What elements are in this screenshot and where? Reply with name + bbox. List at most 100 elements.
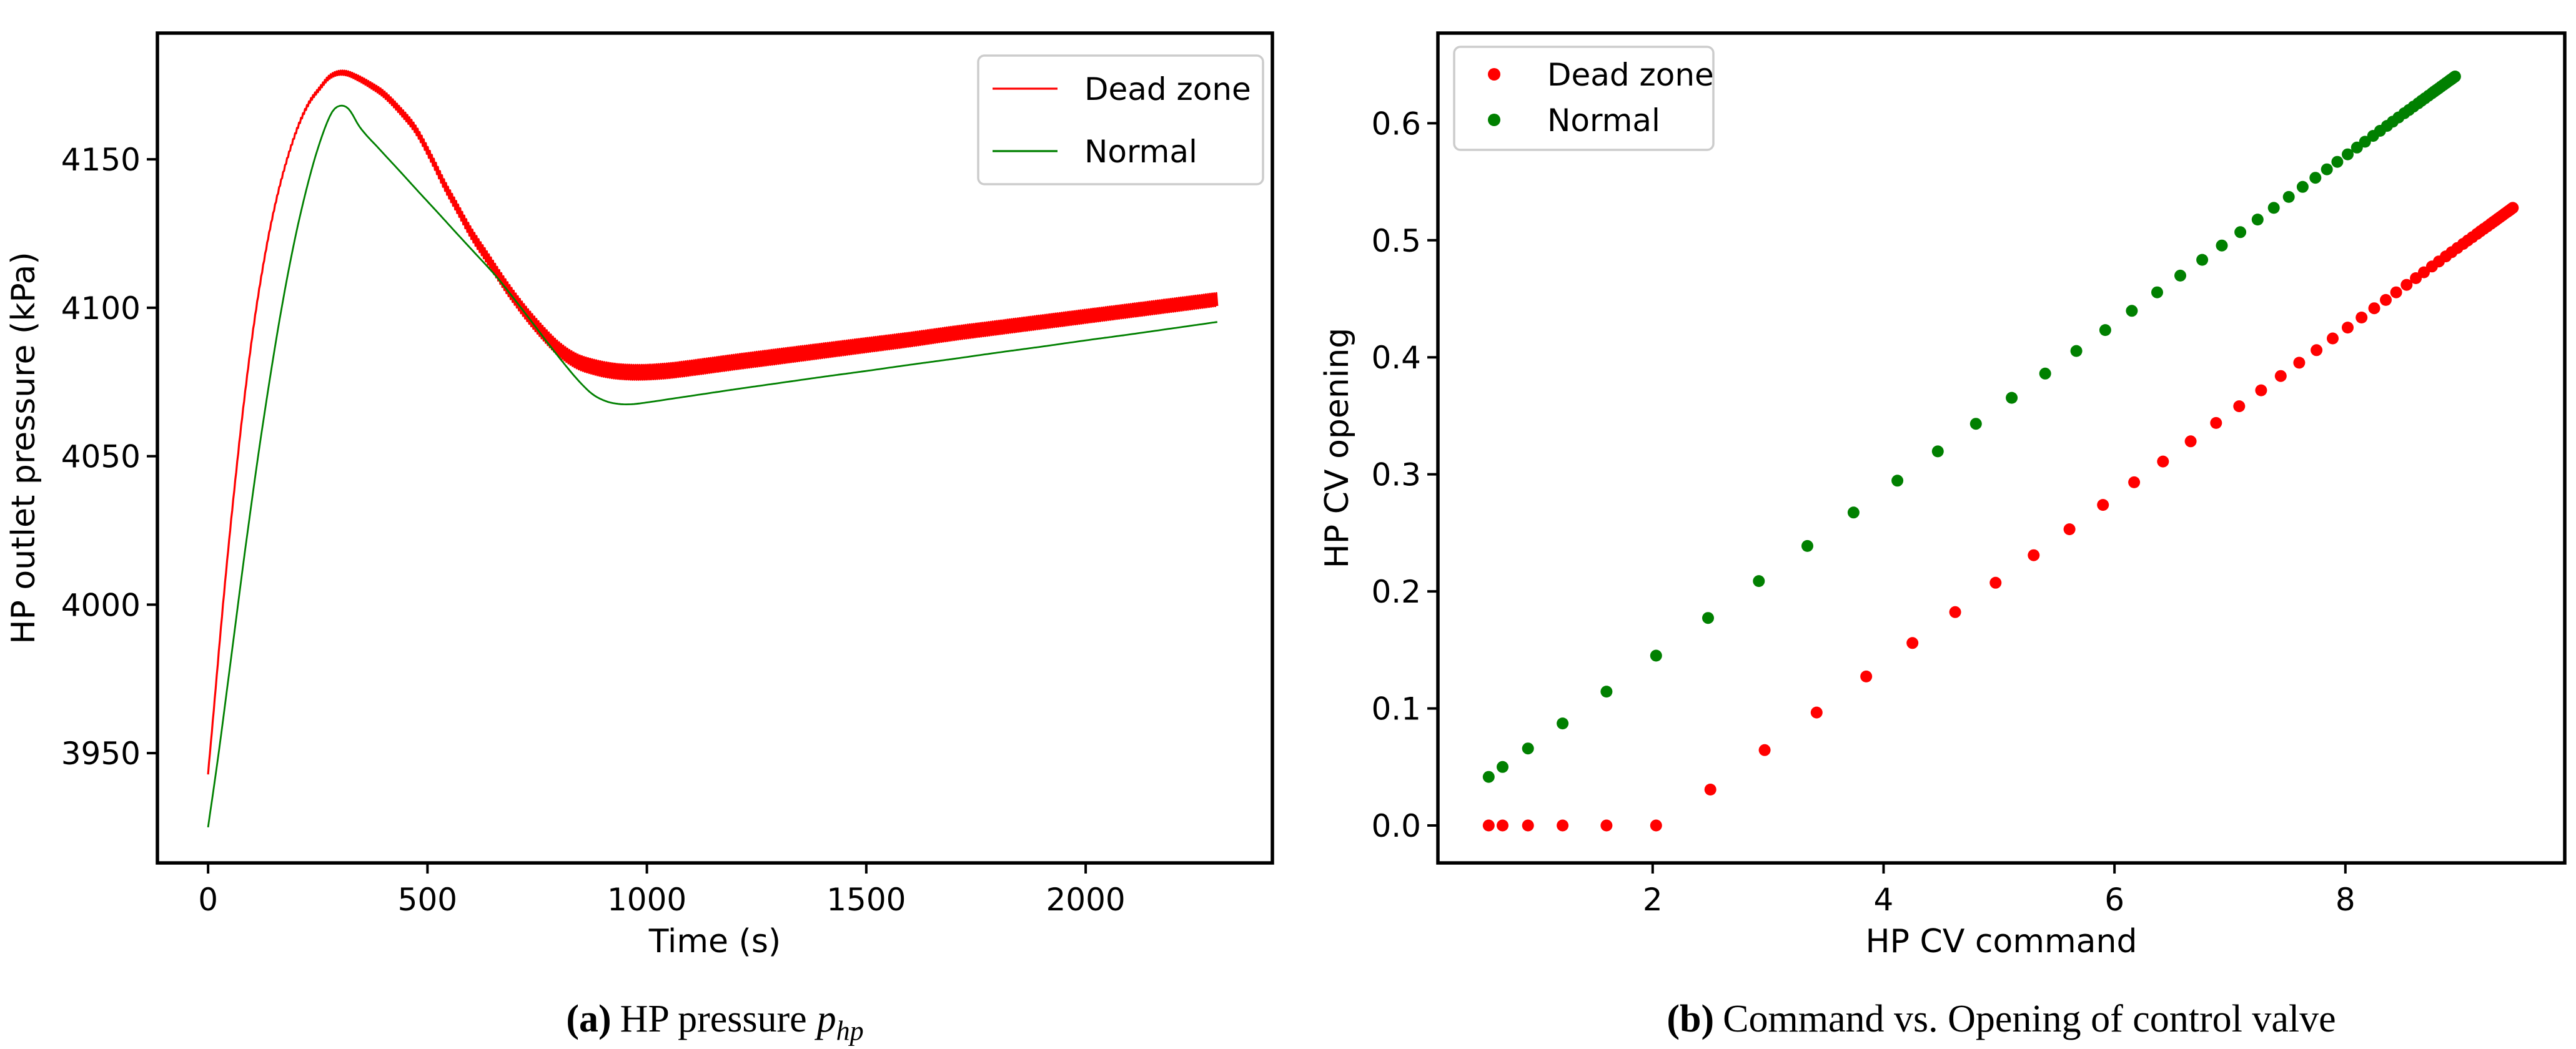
data-point [2296, 180, 2309, 193]
y-tick-label: 0.0 [1371, 808, 1421, 844]
y-tick-label: 4150 [61, 142, 141, 178]
pressure-series-dead-zone [207, 69, 1219, 775]
data-point [1753, 575, 1765, 588]
data-point [2126, 305, 2138, 317]
data-point [2274, 370, 2287, 382]
data-point [2267, 202, 2280, 214]
valve-series-dead-zone [1482, 202, 2519, 832]
pressure-y-axis-label: HP outlet pressure (kPa) [5, 252, 42, 644]
data-point [2070, 345, 2083, 357]
data-point [1557, 717, 1569, 730]
y-tick-label: 4000 [61, 587, 141, 623]
y-tick-label: 0.1 [1371, 691, 1421, 727]
data-point [1847, 506, 1860, 519]
data-point [2196, 254, 2209, 266]
data-point [2368, 302, 2380, 315]
valve-legend: Dead zone Normal [1453, 46, 1715, 151]
data-point [1482, 819, 1495, 832]
data-point [2251, 214, 2264, 226]
data-point [2151, 286, 2163, 298]
data-point [2342, 322, 2354, 334]
data-point [2157, 455, 2169, 468]
data-point [2063, 523, 2076, 536]
data-point [2210, 416, 2222, 429]
data-point [2282, 190, 2295, 203]
x-tick-label: 0 [198, 882, 218, 918]
data-point [1650, 819, 1662, 832]
data-point [2311, 344, 2323, 357]
data-point [1758, 744, 1771, 756]
data-point [1522, 742, 1534, 755]
caption-b: (b) Command vs. Opening of control valve [1438, 994, 2565, 1048]
data-point [2449, 71, 2461, 82]
y-tick-label: 0.3 [1371, 457, 1421, 493]
legend-label: Normal [1084, 134, 1197, 170]
data-point [2039, 367, 2051, 380]
caption-a: (a) HP pressure php [157, 994, 1272, 1048]
data-point [1931, 445, 1944, 458]
data-point [1891, 475, 1904, 487]
data-point [1969, 418, 1982, 430]
y-tick-label: 0.5 [1371, 223, 1421, 259]
pressure-series-normal [207, 104, 1217, 828]
pressure-plot: 0 500 1000 1500 2000 3950 4000 4050 4100 4150 Time… [5, 31, 1274, 960]
data-point [2028, 549, 2040, 561]
data-point [2184, 435, 2197, 448]
data-point [2380, 293, 2392, 306]
caption-a-index: (a) [566, 998, 612, 1040]
valve-spines [1436, 31, 2567, 865]
data-point [1600, 686, 1613, 698]
legend-dot-swatch [1488, 68, 1500, 81]
legend-label: Dead zone [1084, 71, 1251, 107]
x-tick-label: 6 [2104, 882, 2124, 918]
data-point [2400, 278, 2413, 291]
data-point [2321, 163, 2333, 175]
data-point [2255, 384, 2267, 396]
data-point [1801, 539, 1813, 552]
caption-b-text: Command vs. Opening of control valve [1723, 998, 2336, 1040]
x-tick-label: 500 [398, 882, 457, 918]
x-tick-label: 8 [2336, 882, 2356, 918]
normal-line [207, 104, 1217, 828]
data-point [1650, 649, 1662, 662]
valve-y-axis-label: HP CV opening [1319, 328, 1356, 569]
data-point [2356, 312, 2368, 323]
data-point [2216, 239, 2228, 252]
x-tick-label: 1500 [826, 882, 906, 918]
data-point [1497, 761, 1508, 773]
data-point [2331, 155, 2344, 168]
valve-series-normal [1482, 71, 2461, 783]
pressure-y-axis: 3950 4000 4050 4100 4150 [61, 142, 157, 772]
data-point [1482, 771, 1495, 783]
data-point [1702, 612, 1714, 624]
data-point [1989, 576, 2002, 589]
data-point [1906, 637, 1919, 649]
data-point [2390, 286, 2402, 298]
pressure-x-axis: 0 500 1000 1500 2000 [198, 863, 1126, 918]
data-point [1704, 784, 1717, 795]
y-tick-label: 4100 [61, 290, 141, 327]
data-point [2233, 400, 2246, 413]
caption-a-text: HP pressure [620, 998, 807, 1040]
data-point [2327, 332, 2339, 345]
data-point [1557, 819, 1569, 832]
y-tick-label: 0.6 [1371, 106, 1421, 142]
dead-zone-line [207, 69, 1219, 775]
data-point [2097, 499, 2109, 511]
data-point [2342, 148, 2354, 160]
y-tick-label: 3950 [61, 736, 141, 772]
data-point [1810, 706, 1823, 719]
data-point [2128, 476, 2141, 488]
data-point [2234, 226, 2247, 239]
pressure-spines [156, 31, 1274, 865]
valve-plot: 2 4 6 8 0.0 0.1 0.2 0.3 0.4 0.5 0.6 HP CV command HP… [1319, 31, 2567, 960]
y-tick-label: 4050 [61, 439, 141, 475]
data-point [2099, 324, 2111, 337]
data-point [2006, 392, 2018, 404]
valve-x-axis-label: HP CV command [1866, 923, 2138, 960]
y-tick-label: 0.2 [1371, 574, 1421, 610]
pressure-legend: Dead zone Normal [977, 54, 1264, 185]
data-point [2507, 202, 2519, 214]
